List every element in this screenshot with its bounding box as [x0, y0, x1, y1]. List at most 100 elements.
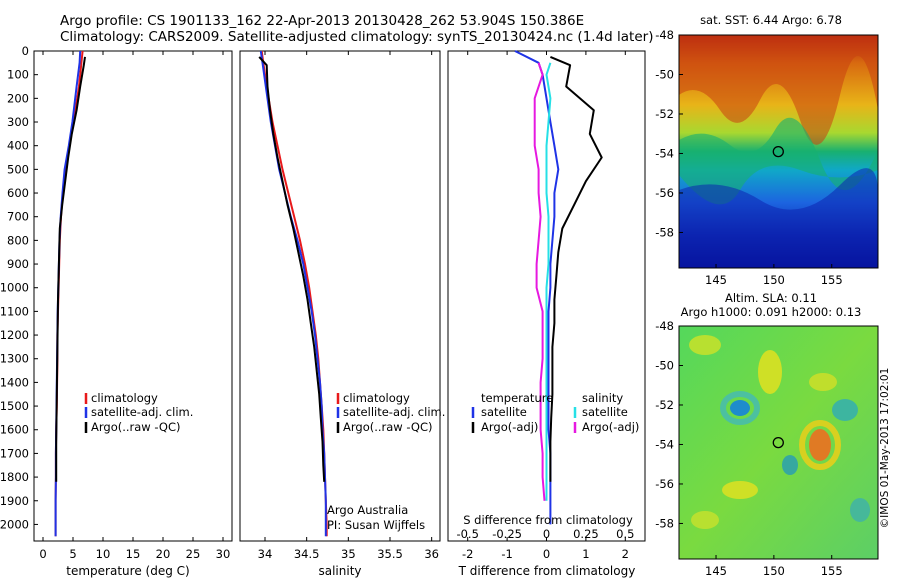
- s-diff-tick-label: -0.25: [492, 527, 522, 541]
- depth-tick-label: 600: [7, 186, 29, 200]
- x-tick-label: 5: [69, 547, 76, 561]
- figure-title-line1: Argo profile: CS 1901133_162 22-Apr-2013…: [60, 13, 585, 29]
- sla-low-patch: [832, 399, 858, 421]
- sla-high-patch: [758, 350, 782, 394]
- sst-heatmap: [679, 35, 878, 268]
- salinity-satellite-line: [545, 62, 552, 501]
- lon-tick-label: 145: [705, 273, 727, 287]
- depth-tick-label: 1300: [0, 352, 29, 366]
- sla-heatmap: [679, 326, 878, 559]
- lat-tick-label: -52: [655, 107, 674, 121]
- lon-tick-label: 155: [821, 564, 843, 578]
- depth-tick-label: 800: [7, 233, 29, 247]
- depth-tick-label: 1600: [0, 423, 29, 437]
- depth-tick-label: 100: [7, 68, 29, 82]
- depth-axis: 0 100 200 300 400 500 600 700 800 900 1000 1100 1200…: [0, 44, 38, 531]
- lon-tick-label: 145: [705, 564, 727, 578]
- lon-tick-label: 150: [763, 564, 785, 578]
- x-tick-label: 34: [258, 547, 273, 561]
- x-tick-label: 2: [622, 547, 629, 561]
- lat-tick-label: -50: [655, 67, 674, 81]
- s-difference-axis: -0.5 -0.25 0 0.25 0.5: [456, 527, 634, 541]
- lat-tick-label: -52: [655, 398, 674, 412]
- temperature-legend: climatology satellite-adj. clim. Argo(..…: [84, 391, 193, 434]
- temperature-argo-adj--line: [549, 55, 603, 482]
- x-tick-label: -2: [462, 547, 473, 561]
- depth-tick-label: 2000: [0, 517, 29, 531]
- depth-tick-label: 1800: [0, 470, 29, 484]
- sst-front-band: [679, 117, 878, 205]
- s-difference-axis-label: S difference from climatology: [463, 513, 633, 527]
- lat-tick-label: -54: [655, 146, 674, 160]
- s-diff-tick-label: 0.5: [616, 527, 634, 541]
- depth-tick-label: 1500: [0, 399, 29, 413]
- temperature-panel: 0100200300400500600700800900100011001200…: [0, 44, 233, 578]
- t-difference-axis-label: T difference from climatology: [458, 564, 636, 578]
- difference-lines: [514, 50, 603, 525]
- salinity-argo-adj--line: [533, 62, 546, 501]
- sla-map-title: Altim. SLA: 0.11: [725, 291, 817, 305]
- depth-tick-label: 200: [7, 91, 29, 105]
- x-tick-label: 34.5: [294, 547, 320, 561]
- sla-high-patch: [691, 511, 719, 529]
- sst-map-title: sat. SST: 6.44 Argo: 6.78: [700, 13, 842, 27]
- salinity-plot-frame: [239, 50, 441, 542]
- depth-tick-label: 1700: [0, 446, 29, 460]
- figure-title-line2: Climatology: CARS2009. Satellite-adjuste…: [60, 29, 654, 45]
- sst-warm-patch: [679, 35, 878, 145]
- lat-tick-label: -56: [655, 477, 674, 491]
- sla-high-ring: [799, 420, 841, 470]
- salinity-axis-label: salinity: [318, 564, 361, 578]
- x-tick-label: 35.5: [377, 547, 403, 561]
- lat-tick-label: -50: [655, 358, 674, 372]
- depth-tick-label: 1200: [0, 328, 29, 342]
- sla-high-patch: [809, 429, 831, 461]
- lat-tick-label: -58: [655, 225, 674, 239]
- legend-label-t-satellite: satellite: [481, 405, 527, 419]
- t-difference-axis: -2 -1 0 1 2: [462, 51, 629, 561]
- lat-tick-label: -58: [655, 516, 674, 530]
- depth-tick-label: 1000: [0, 281, 29, 295]
- temperature-lines: [54, 50, 86, 537]
- temperature-plot-frame: [33, 50, 233, 542]
- sst-map-frame: [678, 34, 879, 269]
- depth-tick-label: 400: [7, 139, 29, 153]
- temperature-axis-label: temperature (deg C): [66, 564, 189, 578]
- depth-tick-label: 1400: [0, 375, 29, 389]
- depth-tick-label: 700: [7, 210, 29, 224]
- sst-map-panel: sat. SST: 6.44 Argo: 6.78 145 150 155 -48 -5…: [655, 13, 879, 287]
- depth-tick-label: 900: [7, 257, 29, 271]
- lat-tick-label: -54: [655, 437, 674, 451]
- sla-high-patch: [689, 335, 721, 355]
- sst-cold-patch: [679, 168, 878, 268]
- legend-label-argo: Argo(..raw -QC): [91, 420, 181, 434]
- imos-credit: ©IMOS 01-May-2013 17:02:01: [879, 368, 891, 529]
- x-tick-label: 10: [96, 547, 111, 561]
- x-tick-label: 25: [186, 547, 201, 561]
- sla-low-patch: [782, 455, 798, 475]
- sla-map-frame: [678, 325, 879, 560]
- legend-title-temperature: temperature: [481, 391, 553, 405]
- lat-tick-label: -48: [655, 319, 674, 333]
- difference-legend: temperature satellite Argo(-adj) salinit…: [471, 391, 639, 434]
- s-diff-tick-label: -0.5: [456, 527, 478, 541]
- sla-low-patch: [850, 498, 870, 522]
- sla-high-patch: [722, 481, 758, 499]
- depth-tick-label: 500: [7, 162, 29, 176]
- x-tick-label: 35: [341, 547, 356, 561]
- argo-raw-qc--line: [55, 56, 86, 482]
- pi-annotation: PI: Susan Wijffels: [327, 518, 425, 532]
- depth-tick-label: 0: [22, 44, 29, 58]
- depth-tick-label: 1100: [0, 304, 29, 318]
- legend-label-argo: Argo(..raw -QC): [343, 420, 433, 434]
- depth-tick-label: 1900: [0, 494, 29, 508]
- x-tick-label: 30: [216, 547, 231, 561]
- legend-label-t-argo: Argo(-adj): [481, 420, 538, 434]
- legend-label-s-satellite: satellite: [582, 405, 628, 419]
- legend-label-satellite: satellite-adj. clim.: [91, 405, 193, 419]
- x-tick-label: 20: [156, 547, 171, 561]
- sla-low-patch: [730, 400, 750, 416]
- sla-high-patch: [809, 373, 837, 391]
- salinity-lines: [258, 50, 328, 537]
